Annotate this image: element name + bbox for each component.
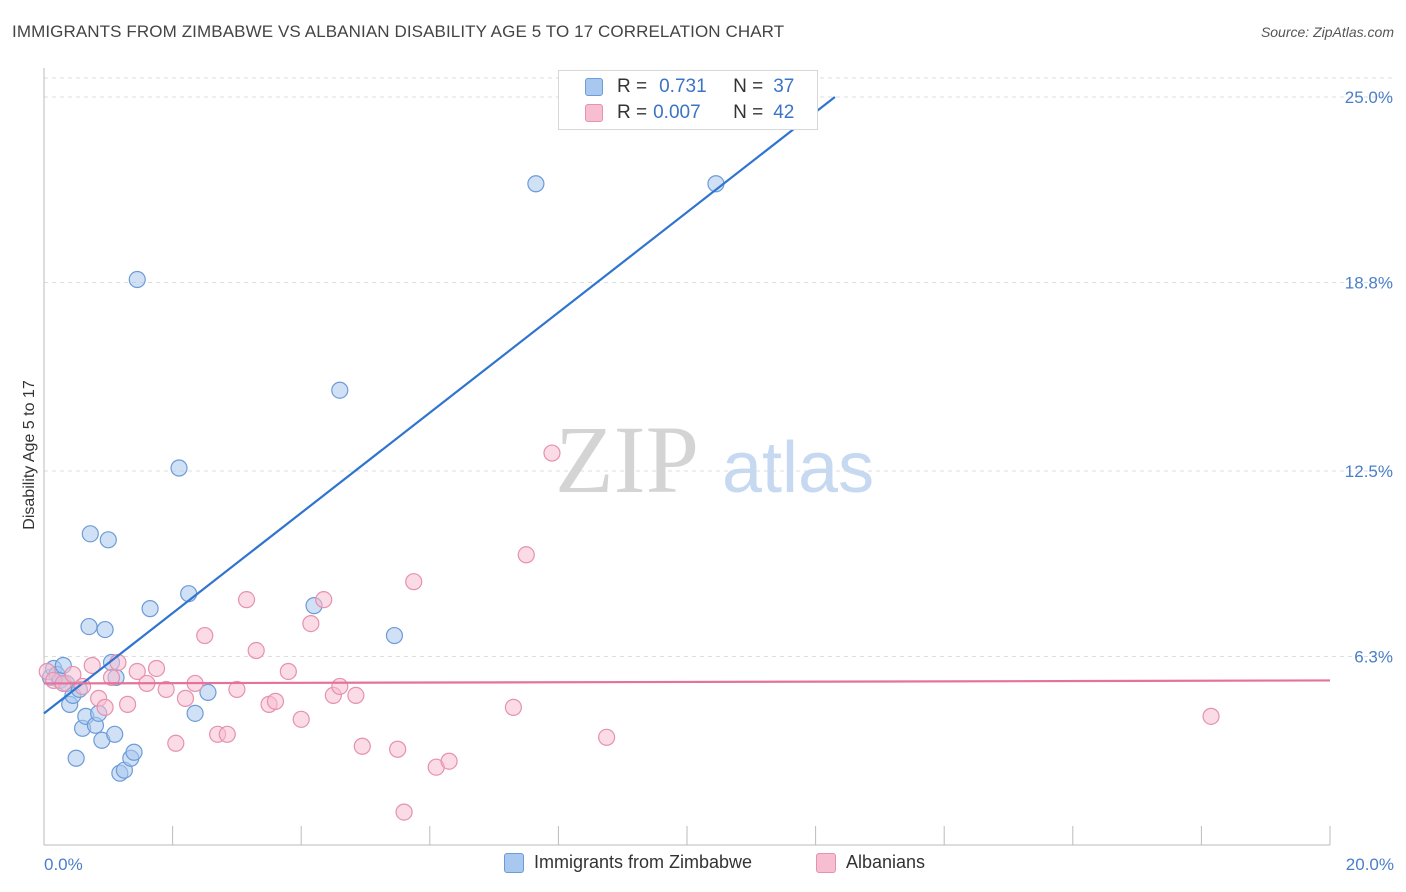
bottom-legend-label: Albanians <box>846 852 926 872</box>
albanian-point <box>218 725 236 743</box>
albanian-point <box>353 737 371 755</box>
legend-row-albanians: R = 0.007 N = 42 <box>585 101 794 125</box>
albanian-point <box>1202 707 1220 725</box>
albanian-point <box>315 591 333 609</box>
albanian-point <box>157 680 175 699</box>
legend-swatch-pink <box>585 104 603 122</box>
y-axis-label: Disability Age 5 to 17 <box>21 380 38 530</box>
albanian-point <box>302 614 320 633</box>
zimbabwe-point <box>186 704 204 722</box>
x-tick-label-min: 0.0% <box>44 855 83 874</box>
albanian-point <box>176 689 195 707</box>
bottom-legend-swatch-pink <box>816 852 836 873</box>
data-points <box>38 175 1220 821</box>
albanian-point <box>102 668 121 687</box>
legend-r-value: 0.007 <box>653 102 701 123</box>
albanian-point <box>83 656 101 675</box>
axes <box>43 68 1331 846</box>
zimbabwe-point <box>81 525 99 543</box>
albanian-point <box>237 591 256 609</box>
legend-r-value: 0.731 <box>659 76 707 97</box>
albanian-point <box>440 752 458 770</box>
albanian-point <box>347 686 365 705</box>
watermark-atlas: atlas <box>722 428 874 508</box>
legend-swatch-blue <box>585 78 603 96</box>
albanian-point <box>389 740 407 758</box>
y-tick-label: 25.0% <box>1345 88 1393 107</box>
albanian-point <box>292 710 310 728</box>
gridlines: 6.3% 12.5% 18.8% 25.0% <box>44 77 1394 667</box>
x-tick-label-max: 20.0% <box>1346 855 1394 874</box>
legend-n-label: N = <box>733 102 764 123</box>
albanian-point <box>395 803 413 821</box>
albanian-point <box>128 662 146 681</box>
albanian-point <box>266 692 285 710</box>
legend-r-label: R = <box>617 76 648 97</box>
zimbabwe-point <box>96 620 114 639</box>
albanian-point <box>147 659 166 678</box>
trend-lines <box>43 96 1331 715</box>
zimbabwe-point <box>331 381 349 399</box>
bottom-legend-zimbabwe: Immigrants from Zimbabwe <box>504 852 752 873</box>
legend-n-label: N = <box>733 76 764 97</box>
zimbabwe-point <box>67 749 85 767</box>
bottom-legend-albanians: Albanians <box>816 852 925 873</box>
albanian-point <box>118 695 137 713</box>
watermark-zip: ZIP <box>555 406 699 513</box>
albanian-point <box>167 734 185 752</box>
zimbabwe-point <box>99 531 117 549</box>
bottom-legend-swatch-blue <box>504 852 524 873</box>
albanian-point <box>279 662 297 681</box>
chart-title: IMMIGRANTS FROM ZIMBABWE VS ALBANIAN DIS… <box>12 22 785 41</box>
y-tick-label: 18.8% <box>1345 274 1393 293</box>
albanian-point <box>228 680 246 699</box>
zimbabwe-point <box>141 600 159 618</box>
zimbabwe-point <box>125 743 143 761</box>
zimbabwe-point <box>199 683 217 702</box>
albanian-point <box>96 698 114 716</box>
legend-n-value: 42 <box>773 102 795 123</box>
zimbabwe-point <box>106 725 124 743</box>
albanian-point <box>405 573 423 591</box>
stats-legend: R = 0.731 N = 37 R = 0.007 N = 42 <box>558 70 818 130</box>
albanian-point <box>543 444 561 462</box>
source-label: Source: ZipAtlas.com <box>1260 24 1394 40</box>
bottom-legend-label: Immigrants from Zimbabwe <box>534 852 753 872</box>
zimbabwe-point <box>80 617 98 636</box>
zimbabwe-point <box>170 459 188 477</box>
albanian-point <box>517 546 535 564</box>
y-tick-label: 6.3% <box>1354 648 1393 667</box>
albanian-point <box>196 626 214 645</box>
albanian-point <box>247 641 265 660</box>
albanian-point <box>331 677 349 696</box>
albanian-point <box>598 728 616 746</box>
y-tick-label: 12.5% <box>1345 462 1393 481</box>
zimbabwe-point <box>128 270 146 289</box>
zimbabwe-trend-line <box>43 96 836 715</box>
legend-r-label: R = <box>617 102 648 123</box>
zimbabwe-point <box>385 626 404 645</box>
legend-row-zimbabwe: R = 0.731 N = 37 <box>585 75 794 99</box>
zimbabwe-point <box>527 175 545 193</box>
albanian-trend-line <box>43 679 1331 685</box>
albanian-point <box>504 698 522 716</box>
legend-n-value: 37 <box>773 76 795 97</box>
